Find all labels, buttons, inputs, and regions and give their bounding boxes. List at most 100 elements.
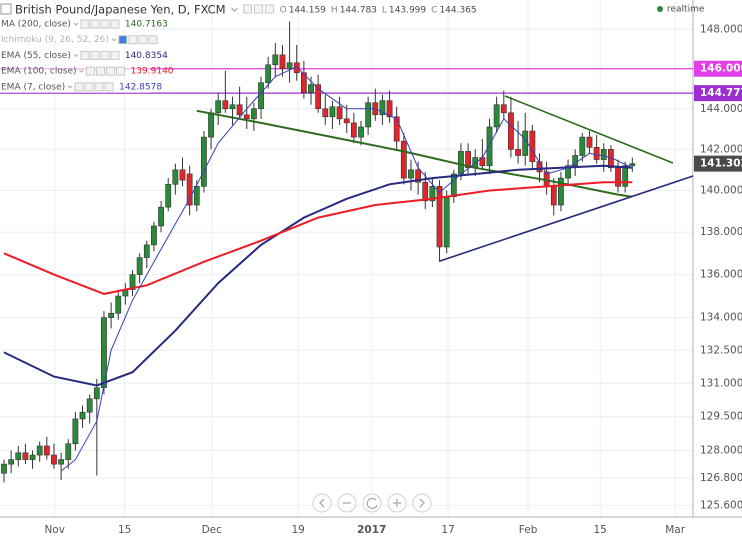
- candle-body: [286, 62, 293, 70]
- scroll-right-button[interactable]: [412, 493, 432, 513]
- candle-body: [336, 106, 343, 120]
- candle-body: [158, 206, 164, 227]
- candle-body: [322, 108, 329, 118]
- symbol-icon: [0, 3, 12, 15]
- candle-body: [550, 186, 557, 206]
- candle-body: [343, 118, 350, 124]
- x-tick-label: 19: [291, 524, 304, 536]
- y-tick-label: 142.000: [700, 143, 742, 155]
- legend-icon[interactable]: [100, 50, 110, 60]
- dropdown-caret: [231, 7, 238, 12]
- zoom-controls: [312, 493, 432, 513]
- legend-icon[interactable]: [80, 50, 90, 60]
- candle-body: [493, 104, 500, 128]
- candle-body: [629, 163, 636, 167]
- legend-icon[interactable]: [94, 82, 104, 92]
- legend-icon[interactable]: [90, 50, 100, 60]
- candle-body: [250, 108, 257, 120]
- legend-icon[interactable]: [80, 19, 90, 29]
- ohlc-key: C: [431, 6, 437, 16]
- ohlc-key: H: [331, 6, 338, 16]
- chart-title: British Pound/Japanese Yen, D, FXCM: [15, 3, 226, 17]
- candle-body: [29, 454, 36, 460]
- price-label-bg: [694, 85, 742, 102]
- candle-body: [450, 173, 457, 198]
- candle-body: [443, 196, 450, 248]
- candle-body: [272, 54, 279, 66]
- candle-body: [22, 452, 29, 460]
- ohlc-value: 143.999: [389, 6, 426, 16]
- y-tick-label: 129.500: [700, 411, 742, 423]
- legend-icon[interactable]: [86, 66, 96, 76]
- candle-body: [215, 100, 222, 114]
- y-tick-label: 131.000: [700, 377, 742, 389]
- candle-body: [429, 186, 436, 202]
- legend-icon[interactable]: [138, 35, 148, 45]
- legend-icon[interactable]: [100, 19, 110, 29]
- indicator-line: [60, 66, 633, 472]
- legend-icon[interactable]: [106, 66, 116, 76]
- candle-body: [500, 104, 507, 114]
- legend-caret: [73, 54, 79, 58]
- candle-body: [458, 151, 464, 175]
- last-price-bg: [694, 155, 742, 172]
- legend-icon[interactable]: [90, 19, 100, 29]
- y-tick-label: 128.000: [700, 445, 742, 457]
- candle-body: [8, 459, 15, 465]
- legend-icon[interactable]: [104, 82, 114, 92]
- indicator-line: [196, 109, 633, 198]
- candle-body: [208, 112, 214, 138]
- candle-body: [201, 136, 207, 187]
- candle-body: [93, 387, 100, 400]
- x-tick-label: 17: [441, 524, 454, 536]
- candle-body: [400, 140, 407, 179]
- trendline[interactable]: [504, 95, 674, 164]
- candle-body: [515, 149, 521, 156]
- y-tick-label: 134.000: [700, 312, 742, 324]
- legend-caret: [79, 69, 84, 73]
- candle-body: [622, 165, 629, 187]
- y-tick-label: 140.000: [700, 184, 742, 196]
- legend-caret: [111, 38, 117, 42]
- y-tick-label: 126.800: [700, 472, 742, 484]
- header-icon: [254, 4, 264, 14]
- legend-icon[interactable]: [74, 82, 84, 92]
- legend-icon[interactable]: [148, 35, 158, 45]
- legend-value: 142.8578: [119, 82, 162, 92]
- candle-body: [186, 173, 193, 206]
- indicator-line: [3, 181, 633, 295]
- candle-body: [300, 72, 307, 93]
- candle-body: [365, 102, 372, 128]
- legend-icon[interactable]: [116, 66, 126, 76]
- legend-icon[interactable]: [128, 35, 138, 45]
- legend-caret: [67, 85, 73, 89]
- candle-body: [222, 100, 229, 110]
- candle-body: [408, 169, 414, 179]
- x-tick-label: 2017: [357, 524, 386, 536]
- candle-body: [486, 126, 493, 167]
- price-label-bg: [694, 60, 742, 77]
- candle-body: [36, 445, 43, 456]
- plot: [0, 21, 693, 483]
- candle-body: [465, 151, 471, 169]
- header-icon: [265, 4, 275, 14]
- candle-body: [315, 84, 322, 110]
- candle-body: [358, 126, 364, 138]
- x-tick-label: Mar: [665, 524, 685, 536]
- legend-icon[interactable]: [110, 19, 120, 29]
- realtime-dot: [657, 6, 663, 12]
- header-icon: [243, 4, 253, 14]
- y-tick-label: 136.000: [700, 269, 742, 281]
- legend-icon[interactable]: [96, 66, 106, 76]
- legend-icon[interactable]: [118, 35, 128, 45]
- legend-name: EMA (7, close): [1, 82, 65, 92]
- x-tick-label: 15: [593, 524, 606, 536]
- trendline[interactable]: [439, 175, 694, 262]
- legend-icon[interactable]: [84, 82, 94, 92]
- scroll-left-button[interactable]: [312, 493, 332, 513]
- candle-body: [379, 100, 386, 116]
- reset-button[interactable]: [362, 493, 382, 513]
- legend-icon[interactable]: [110, 50, 120, 60]
- legend: British Pound/Japanese Yen, D, FXCM O 144.…: [0, 3, 477, 93]
